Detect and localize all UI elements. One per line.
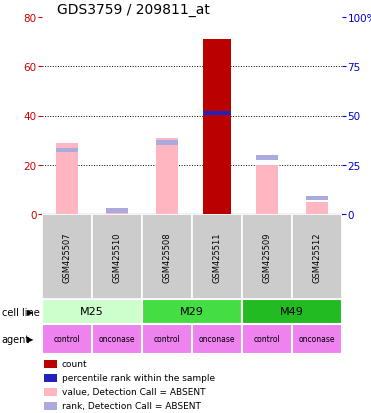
Text: control: control xyxy=(154,335,180,344)
Text: onconase: onconase xyxy=(199,335,235,344)
Bar xyxy=(43,375,57,382)
Bar xyxy=(56,143,78,214)
Bar xyxy=(56,148,78,153)
Text: percentile rank within the sample: percentile rank within the sample xyxy=(62,374,215,382)
Bar xyxy=(142,324,192,354)
Bar xyxy=(292,324,342,354)
Text: control: control xyxy=(254,335,280,344)
Text: count: count xyxy=(62,360,87,369)
Bar xyxy=(192,214,242,299)
Text: GSM425507: GSM425507 xyxy=(62,232,72,282)
Bar xyxy=(42,324,92,354)
Bar xyxy=(156,141,178,145)
Bar xyxy=(203,40,231,214)
Text: cell line: cell line xyxy=(2,307,40,317)
Text: onconase: onconase xyxy=(99,335,135,344)
Text: M25: M25 xyxy=(80,307,104,317)
Text: onconase: onconase xyxy=(299,335,335,344)
Text: GSM425511: GSM425511 xyxy=(213,232,221,282)
Bar xyxy=(92,214,142,299)
Bar xyxy=(43,388,57,396)
Bar xyxy=(42,214,92,299)
Bar xyxy=(142,299,242,324)
Bar xyxy=(106,209,128,213)
Text: M29: M29 xyxy=(180,307,204,317)
Bar xyxy=(42,299,142,324)
Text: GSM425512: GSM425512 xyxy=(312,232,322,282)
Text: GSM425508: GSM425508 xyxy=(162,232,171,282)
Bar xyxy=(156,138,178,214)
Bar xyxy=(256,165,278,214)
Bar xyxy=(203,112,231,116)
Text: agent: agent xyxy=(2,334,30,344)
Bar xyxy=(242,299,342,324)
Text: ▶: ▶ xyxy=(27,307,34,316)
Text: GSM425509: GSM425509 xyxy=(263,232,272,282)
Bar xyxy=(106,211,128,214)
Bar xyxy=(142,214,192,299)
Bar xyxy=(256,156,278,160)
Bar xyxy=(92,324,142,354)
Text: GDS3759 / 209811_at: GDS3759 / 209811_at xyxy=(57,3,210,17)
Bar xyxy=(292,214,342,299)
Text: control: control xyxy=(54,335,81,344)
Bar xyxy=(306,196,328,201)
Text: value, Detection Call = ABSENT: value, Detection Call = ABSENT xyxy=(62,387,205,396)
Text: M49: M49 xyxy=(280,307,304,317)
Bar xyxy=(192,324,242,354)
Bar xyxy=(43,402,57,410)
Text: ▶: ▶ xyxy=(27,335,34,344)
Bar xyxy=(242,214,292,299)
Text: rank, Detection Call = ABSENT: rank, Detection Call = ABSENT xyxy=(62,401,200,411)
Bar xyxy=(306,202,328,214)
Bar xyxy=(43,361,57,368)
Bar xyxy=(242,324,292,354)
Text: GSM425510: GSM425510 xyxy=(112,232,121,282)
